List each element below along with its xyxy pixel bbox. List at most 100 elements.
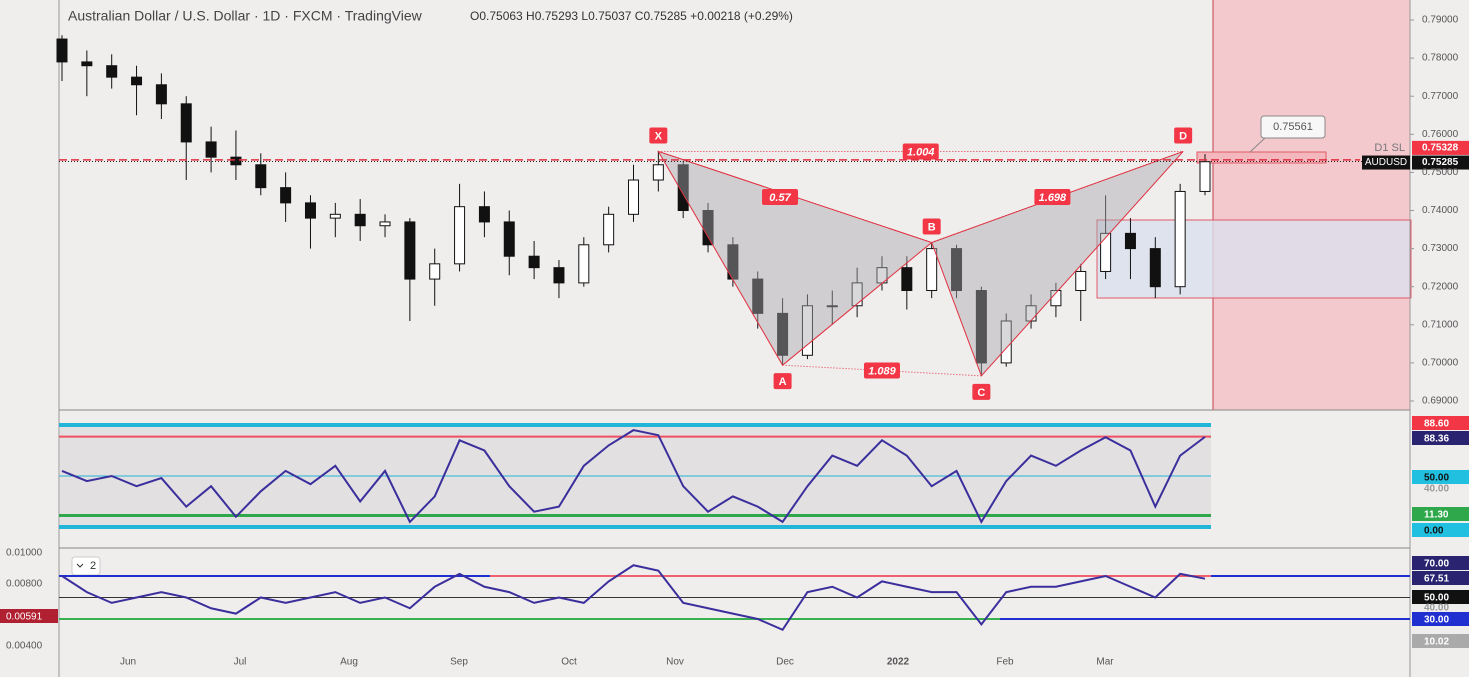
candle-body	[503, 221, 515, 257]
candle-body	[255, 164, 267, 189]
candle-body	[379, 221, 391, 227]
axis-badge	[1412, 507, 1469, 521]
pattern-badge	[649, 127, 668, 144]
symbol-title: Australian Dollar / U.S. Dollar · 1D · F…	[68, 8, 423, 24]
axis-badge	[1412, 523, 1469, 537]
axis-badge	[1412, 612, 1469, 626]
pattern-point-label: D	[1179, 130, 1187, 142]
price-tick-label: 0.73000	[1422, 243, 1459, 254]
candle-body	[56, 38, 68, 63]
pattern-point-label: A	[779, 376, 787, 388]
candle-body	[826, 305, 838, 308]
time-label: Jun	[120, 657, 136, 668]
candle-body	[329, 213, 341, 219]
time-label: 2022	[887, 657, 910, 668]
axis-label: 0.00	[1424, 526, 1444, 537]
ratio-label: 1.004	[907, 146, 935, 158]
ratio-line	[931, 150, 1184, 243]
last-price: 0.75285	[1422, 157, 1459, 168]
pattern-badge	[863, 362, 900, 379]
axis-badge	[1412, 571, 1469, 585]
time-label: Mar	[1096, 657, 1114, 668]
candle-body	[1100, 232, 1112, 272]
pattern-badge	[1174, 127, 1193, 144]
price-tick-label: 0.74000	[1422, 205, 1459, 216]
candle-body	[131, 76, 143, 86]
candle-body	[628, 179, 639, 215]
pattern-badge	[902, 143, 939, 160]
price-tick-label: 0.71000	[1422, 319, 1459, 330]
time-label: Sep	[450, 657, 468, 668]
osc1-line	[61, 429, 1206, 524]
candle-body	[280, 187, 292, 204]
candle-body	[155, 84, 167, 105]
axis-badge	[1412, 431, 1469, 445]
left-badge	[0, 609, 58, 623]
axis-badge	[1412, 416, 1469, 430]
pattern-badge	[922, 218, 941, 235]
axis-label: 70.00	[1424, 559, 1449, 570]
price-tick-label: 0.70000	[1422, 358, 1459, 369]
ratio-label: 1.698	[1039, 192, 1067, 204]
pattern-badge	[1034, 188, 1071, 205]
candle-body	[429, 263, 441, 280]
pattern-badge	[773, 373, 792, 390]
symbol-badge	[1362, 155, 1410, 170]
axis-label: 30.00	[1424, 615, 1449, 626]
candle-body	[926, 248, 938, 292]
price-tick-label: 0.78000	[1422, 53, 1459, 64]
price-tick-label: 0.76000	[1422, 129, 1459, 140]
chip-label: 2	[90, 560, 96, 572]
time-label: Aug	[340, 657, 358, 668]
axis-badge	[1412, 590, 1469, 604]
callout-box	[1260, 115, 1326, 139]
time-label: Feb	[996, 657, 1014, 668]
left-axis-label: 0.00800	[6, 579, 43, 590]
time-label: Nov	[666, 657, 684, 668]
candle-body	[851, 282, 863, 307]
axis-badge	[1412, 556, 1469, 570]
candle-body	[1149, 248, 1161, 288]
candle-body	[951, 248, 963, 292]
candle-body	[777, 312, 789, 356]
candle-body	[975, 290, 987, 364]
risk-zone	[1213, 0, 1410, 410]
sl-badge	[1412, 140, 1469, 155]
time-label: Dec	[776, 657, 794, 668]
candle-body	[180, 103, 192, 143]
zone-box	[1096, 219, 1412, 299]
price-tick-label: 0.77000	[1422, 91, 1459, 102]
axis-label: 88.36	[1424, 434, 1449, 445]
candle-body	[454, 206, 466, 265]
axis-label: 11.30	[1424, 510, 1449, 521]
callout-pointer	[1249, 137, 1266, 153]
axis-label: 40.00	[1424, 484, 1449, 495]
candle-body	[801, 305, 813, 356]
left-axis-label: 0.00400	[6, 641, 43, 652]
chevron	[76, 563, 84, 568]
candle-body	[752, 278, 764, 314]
price-tick-label: 0.75000	[1422, 167, 1459, 178]
callout-price: 0.75561	[1273, 121, 1313, 133]
axis-label: 10.02	[1424, 637, 1449, 648]
candle-body	[205, 141, 217, 158]
candle-body	[901, 267, 913, 292]
ratio-label: 0.57	[769, 192, 791, 204]
sl-box	[1196, 151, 1327, 164]
candle-body	[652, 164, 664, 181]
candle-body	[528, 255, 540, 269]
candle-body	[1124, 232, 1136, 250]
axis-label: 50.00	[1424, 593, 1449, 604]
pattern-badge	[762, 188, 799, 205]
symbol-name: AUDUSD	[1365, 157, 1407, 168]
candle-body	[478, 206, 490, 223]
candle-body	[230, 156, 242, 166]
candle-body	[1174, 190, 1186, 288]
candle-body	[677, 164, 689, 211]
time-label: Jul	[234, 657, 247, 668]
ratio-label: 1.089	[868, 365, 896, 377]
pattern-point-label: B	[928, 221, 936, 233]
pattern-point-label: X	[655, 130, 663, 142]
ohlc: O0.75063 H0.75293 L0.75037 C0.75285 +0.0…	[470, 9, 793, 23]
